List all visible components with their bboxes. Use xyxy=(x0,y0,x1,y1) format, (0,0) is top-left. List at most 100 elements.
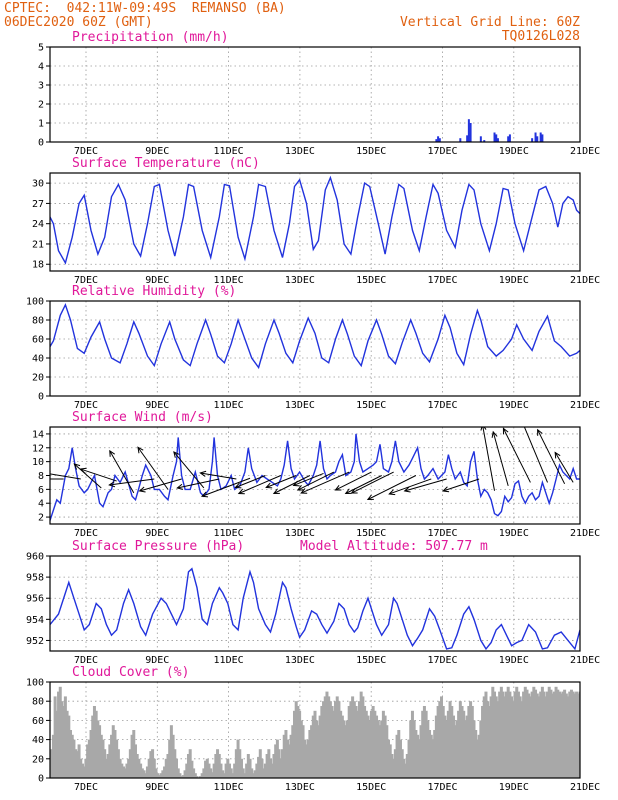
x-tick-label: 15DEC xyxy=(356,146,386,157)
cloud-cover-bar xyxy=(205,758,209,778)
surface-pressure-plot-area xyxy=(50,567,580,651)
wind-vector-head xyxy=(300,488,308,494)
cloud-cover-bar xyxy=(139,763,143,778)
cloud-cover-bar xyxy=(135,754,139,778)
cloud-cover-bar xyxy=(87,739,91,778)
cloud-cover-bar xyxy=(470,706,474,778)
cloud-cover-bar xyxy=(417,739,421,778)
cloud-cover-bar xyxy=(489,696,493,778)
cloud-cover-bar xyxy=(212,763,216,778)
cloud-cover-bar xyxy=(74,749,78,778)
cloud-cover-bar xyxy=(351,696,355,778)
cloud-cover-bar xyxy=(487,706,491,778)
cloud-cover-bar xyxy=(428,730,432,778)
y-tick-label: 21 xyxy=(32,239,44,250)
x-tick-label: 7DEC xyxy=(74,400,98,411)
cloud-cover-bar xyxy=(115,739,119,778)
cloud-cover-bar xyxy=(103,749,107,778)
wind-vector-arrow xyxy=(137,446,169,490)
cloud-cover-bar xyxy=(89,730,93,778)
y-tick-label: 18 xyxy=(32,260,44,271)
wind-vector-head xyxy=(109,449,116,457)
cloud-cover-bar xyxy=(458,701,462,778)
cloud-cover-bar xyxy=(325,691,329,778)
cloud-cover-bar xyxy=(171,734,175,778)
x-tick-label: 13DEC xyxy=(285,782,315,793)
wind-vector-head xyxy=(73,463,81,470)
cloud-cover-bar xyxy=(504,691,508,778)
cloud-cover-bar xyxy=(313,710,317,778)
cloud-cover-panel: Cloud Cover (%) 7DEC 9DEC 11DEC 13DEC 15DEC 17… xyxy=(26,665,600,793)
y-tick-label: 40 xyxy=(32,735,44,746)
x-tick-label: 9DEC xyxy=(145,146,169,157)
surface-temperature-panel: Surface Temperature (nC) 7DEC 9DEC 11DEC 13D… xyxy=(32,156,600,286)
header-location: CPTEC: 042:11W-09:49S REMANSO (BA) xyxy=(4,1,286,16)
x-tick-label: 11DEC xyxy=(214,275,244,286)
cloud-cover-bar xyxy=(77,744,81,778)
cloud-cover-bar xyxy=(320,706,324,778)
wind-vector-arrow xyxy=(79,467,117,482)
wind-vector-arrow xyxy=(502,427,531,483)
cloud-cover-bar xyxy=(304,744,308,778)
wind-vector-arrow xyxy=(388,478,432,496)
cloud-cover-bar xyxy=(286,739,290,778)
cloud-cover-bar xyxy=(118,758,122,778)
cloud-cover-bar xyxy=(385,725,389,778)
cloud-cover-bar xyxy=(561,691,565,778)
cloud-cover-bar xyxy=(532,686,536,778)
cloud-cover-bar xyxy=(258,749,262,778)
cloud-cover-bar xyxy=(323,696,327,778)
cloud-cover-bar xyxy=(535,693,539,778)
cloud-cover-bar xyxy=(450,706,454,778)
cloud-cover-bar xyxy=(460,706,464,778)
precipitation-title: Precipitation (mm/h) xyxy=(72,30,229,45)
y-tick-label: 24 xyxy=(32,219,44,230)
surface-wind-plot-area xyxy=(50,410,580,521)
cloud-cover-bar xyxy=(486,701,490,778)
wind-vector-head xyxy=(517,410,522,416)
x-tick-label: 9DEC xyxy=(145,400,169,411)
cloud-cover-bar xyxy=(110,734,114,778)
cloud-cover-bar xyxy=(303,739,307,778)
cloud-cover-bar xyxy=(116,749,120,778)
surface-temperature-title: Surface Temperature (nC) xyxy=(72,156,260,171)
cloud-cover-bar xyxy=(185,763,189,778)
precipitation-bar xyxy=(459,138,462,142)
x-tick-label: 15DEC xyxy=(356,655,386,666)
cloud-cover-bar xyxy=(525,689,529,778)
x-tick-label: 19DEC xyxy=(499,400,529,411)
x-tick-label: 13DEC xyxy=(285,655,315,666)
cloud-cover-bar xyxy=(404,763,408,778)
cloud-cover-bar xyxy=(284,730,288,778)
cloud-cover-bar xyxy=(499,686,503,778)
cloud-cover-bar xyxy=(380,720,384,778)
x-tick-label: 13DEC xyxy=(285,528,315,539)
cloud-cover-bar xyxy=(410,710,414,778)
wind-vector-head xyxy=(366,494,374,501)
wind-vector-arrow xyxy=(173,451,205,489)
cloud-cover-frame xyxy=(49,681,581,779)
wind-vector-head xyxy=(388,489,396,496)
wind-vector-arrow xyxy=(292,472,324,487)
wind-vector-shaft xyxy=(335,471,372,491)
x-tick-label: 21DEC xyxy=(570,275,600,286)
x-tick-label: 21DEC xyxy=(570,782,600,793)
y-tick-label: 12 xyxy=(32,443,44,454)
wind-vector-arrow xyxy=(73,463,102,489)
cloud-cover-bar xyxy=(544,696,548,778)
cloud-cover-bar xyxy=(176,768,180,778)
cloud-cover-bar xyxy=(556,689,560,778)
cloud-cover-bar xyxy=(354,706,358,778)
wind-vector-arrow xyxy=(491,430,509,487)
cloud-cover-bar xyxy=(207,763,211,778)
wind-vector-head xyxy=(108,481,116,488)
wind-vector-head xyxy=(491,430,498,438)
cloud-cover-bar xyxy=(463,720,467,778)
y-tick-label: 3 xyxy=(38,81,44,92)
wind-vector-arrow xyxy=(480,427,496,491)
y-tick-label: 20 xyxy=(32,373,44,384)
y-tick-label: 0 xyxy=(38,138,44,149)
cloud-cover-bar xyxy=(337,701,341,778)
cloud-cover-bar xyxy=(267,749,271,778)
precipitation-bar xyxy=(508,134,511,142)
